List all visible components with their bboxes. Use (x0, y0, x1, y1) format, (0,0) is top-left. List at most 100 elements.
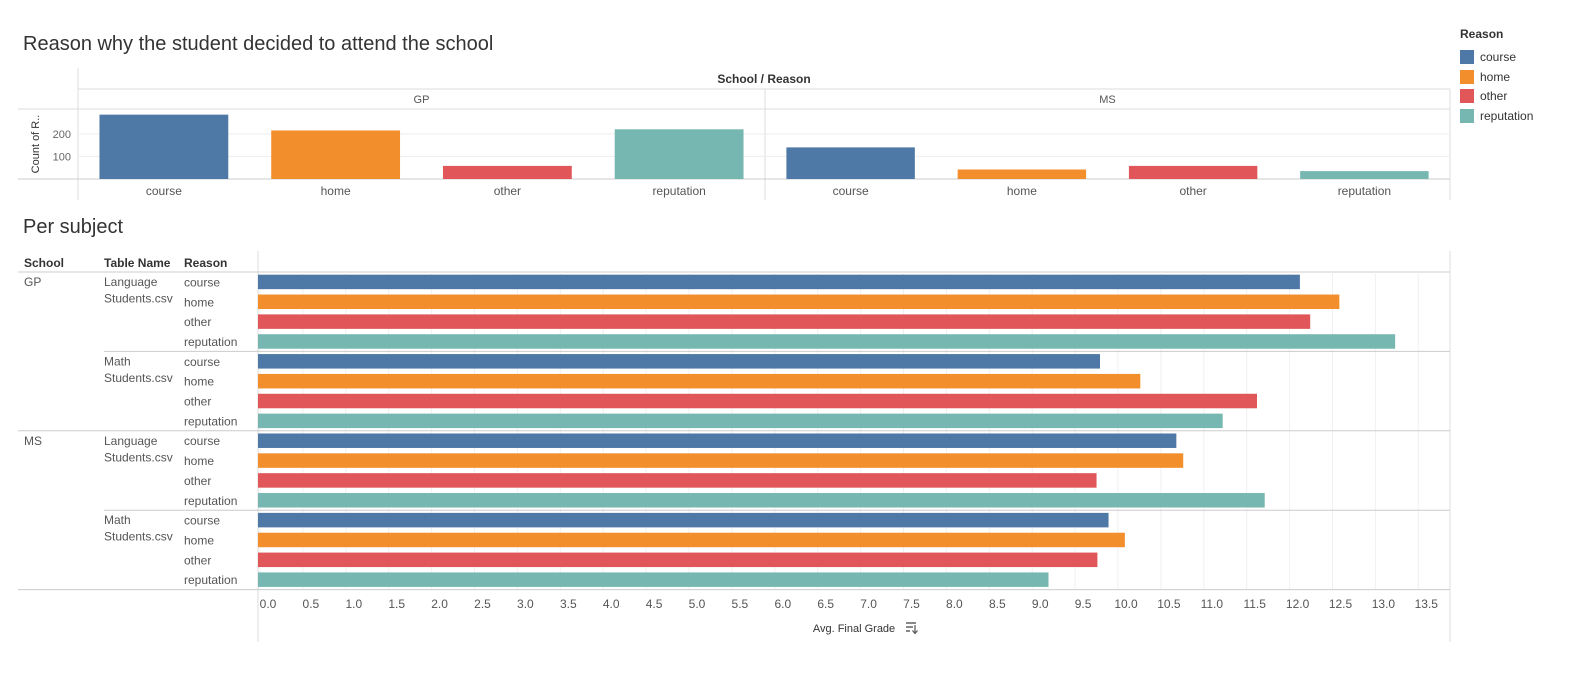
reason-label: home (184, 295, 214, 309)
count-by-school-reason-chart: School / Reason 100 200 Count of R.. GP cours… (18, 68, 1451, 200)
category-label: other (1179, 184, 1206, 198)
x-tick-label: 11.0 (1201, 597, 1224, 611)
reason-label: reputation (184, 414, 237, 428)
x-tick-label: 0.5 (303, 597, 320, 611)
x-tick-label: 3.5 (560, 597, 577, 611)
x-tick-label: 1.0 (345, 597, 362, 611)
bar-GP-reputation (614, 129, 744, 179)
x-tick-label: 12.5 (1329, 597, 1353, 611)
legend-swatch-other (1460, 89, 1474, 104)
x-tick-label: 4.0 (603, 597, 620, 611)
legend-label: course (1480, 49, 1517, 64)
x-tick-label: 2.5 (474, 597, 491, 611)
bar-GP-other (442, 165, 572, 179)
category-label: home (321, 184, 351, 198)
x-tick-label: 6.0 (774, 597, 791, 611)
reason-label: reputation (184, 573, 237, 587)
legend-item-other: other (1460, 86, 1533, 106)
reason-label: other (184, 553, 211, 567)
reason-label: course (184, 275, 220, 289)
x-axis-label: Avg. Final Grade (813, 623, 895, 635)
hbar-home (258, 532, 1125, 548)
reason-label: reputation (184, 335, 237, 349)
x-tick-label: 5.5 (732, 597, 749, 611)
bar-MS-reputation (1300, 171, 1429, 179)
category-label: reputation (652, 184, 705, 198)
legend-swatch-home (1460, 69, 1474, 84)
x-tick-label: 0.0 (260, 597, 277, 611)
hbar-course (258, 274, 1300, 290)
hbar-other (258, 393, 1257, 409)
y-axis-label: Count of R.. (30, 115, 42, 174)
hbar-home (258, 373, 1141, 389)
x-tick-label: 5.0 (689, 597, 706, 611)
x-tick-label: 4.5 (646, 597, 663, 611)
row-header: Reason (184, 256, 227, 270)
legend-label: home (1480, 69, 1511, 84)
hbar-home (258, 294, 1340, 310)
table-name-label: Students.csv (104, 292, 173, 306)
legend-label: reputation (1480, 108, 1534, 123)
hbar-other (258, 314, 1311, 329)
x-tick-label: 12.0 (1286, 597, 1310, 611)
y-tick-label: 200 (53, 129, 71, 141)
reason-legend: Reason course home other reputation (1460, 27, 1533, 126)
school-label: GP (24, 275, 41, 289)
school-label: MS (24, 434, 42, 448)
hbar-home (258, 453, 1184, 468)
category-label: course (833, 184, 869, 198)
category-label: other (494, 184, 521, 198)
hbar-other (258, 473, 1097, 488)
x-tick-label: 9.0 (1032, 597, 1049, 611)
hbar-reputation (258, 572, 1049, 587)
category-label: course (146, 184, 182, 198)
hbar-reputation (258, 493, 1265, 508)
hbar-reputation (258, 334, 1396, 349)
x-tick-label: 13.0 (1372, 597, 1396, 611)
table-name-label: Students.csv (104, 530, 173, 544)
table-name-label: Math (104, 354, 131, 368)
x-tick-label: 6.5 (817, 597, 834, 611)
x-tick-label: 8.0 (946, 597, 963, 611)
table-name-label: Language (104, 434, 158, 448)
x-tick-label: 3.0 (517, 597, 534, 611)
category-label: reputation (1338, 184, 1391, 198)
x-tick-label: 1.5 (388, 597, 405, 611)
reason-label: other (184, 395, 211, 409)
bar-MS-home (957, 169, 1087, 179)
legend-swatch-reputation (1460, 108, 1474, 123)
x-tick-label: 10.5 (1157, 597, 1181, 611)
legend-item-course: course (1460, 47, 1533, 67)
sort-icon[interactable] (906, 622, 918, 635)
bottom-chart-title: Per subject (23, 216, 124, 238)
category-label: home (1007, 184, 1037, 198)
x-tick-label: 9.5 (1075, 597, 1092, 611)
x-tick-label: 2.0 (431, 597, 448, 611)
reason-label: course (184, 514, 220, 528)
x-tick-label: 7.0 (860, 597, 877, 611)
legend-swatch-course (1460, 49, 1474, 64)
row-header: Table Name (104, 256, 171, 270)
legend-item-reputation: reputation (1460, 106, 1533, 126)
hbar-reputation (258, 413, 1223, 429)
hbar-course (258, 512, 1109, 528)
legend-item-home: home (1460, 67, 1533, 87)
reason-label: other (184, 315, 211, 329)
school-header: MS (1099, 94, 1116, 106)
x-tick-label: 8.5 (989, 597, 1006, 611)
table-name-label: Math (104, 513, 131, 527)
hbar-other (258, 552, 1098, 568)
bar-GP-home (271, 130, 401, 179)
reason-label: other (184, 474, 211, 488)
top-chart-title: Reason why the student decided to attend… (23, 33, 494, 55)
legend-label: other (1480, 89, 1508, 104)
reason-label: home (184, 533, 214, 547)
column-header: School / Reason (717, 72, 810, 86)
y-tick-label: 100 (53, 151, 71, 163)
reason-label: reputation (184, 494, 237, 508)
hbar-course (258, 354, 1100, 369)
table-name-label: Students.csv (104, 450, 173, 464)
legend-title: Reason (1460, 27, 1504, 41)
hbar-course (258, 433, 1177, 448)
row-header: School (24, 256, 64, 270)
